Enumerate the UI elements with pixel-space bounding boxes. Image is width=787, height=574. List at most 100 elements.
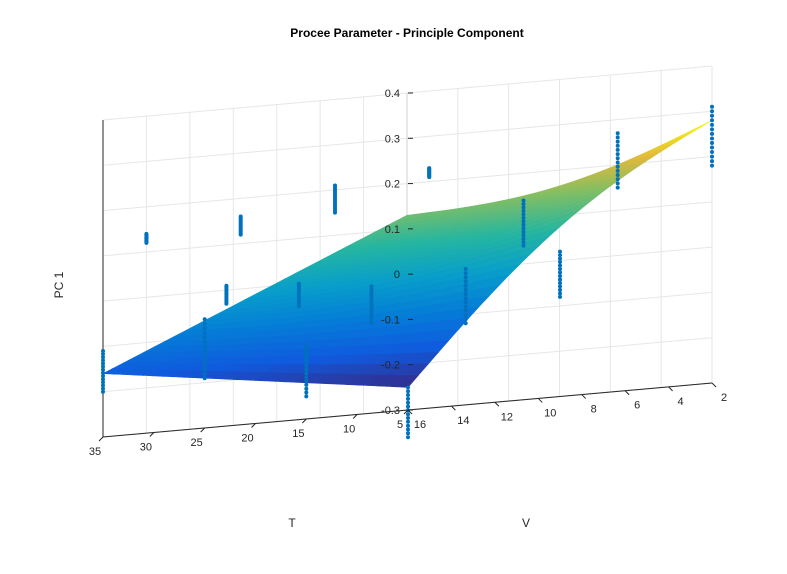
scatter-point (427, 166, 432, 171)
scatter-point (369, 306, 374, 311)
scatter-point (710, 127, 714, 132)
scatter-point (463, 275, 468, 280)
scatter-point (101, 361, 105, 366)
scatter-point (558, 284, 562, 289)
scatter-point (202, 349, 207, 353)
z-tick-label: 0.3 (385, 133, 400, 145)
scatter-point (521, 240, 526, 245)
scatter-point (463, 313, 468, 317)
scatter-point (101, 386, 105, 391)
scatter-point (521, 229, 526, 234)
scatter-point (406, 412, 410, 417)
chart-title: Procee Parameter - Principle Component (290, 26, 523, 40)
y-tick-mark (668, 386, 673, 392)
scatter-point (710, 163, 714, 168)
y-tick-mark (407, 409, 413, 415)
z-tick-label: 0.4 (385, 88, 400, 100)
scatter-point (521, 233, 526, 238)
scatter-point (558, 253, 562, 258)
scatter-point (463, 267, 468, 271)
scatter-point (369, 284, 374, 289)
scatter-point (406, 393, 410, 397)
scatter-point (304, 344, 309, 349)
scatter-point (615, 185, 620, 190)
scatter-point (101, 355, 105, 360)
x-tick-label: 10 (343, 424, 355, 436)
scatter-point (615, 177, 620, 182)
scatter-point (463, 292, 468, 297)
scatter-point (558, 270, 562, 275)
scatter-point (202, 367, 207, 372)
scatter-point (615, 147, 620, 152)
scatter-point (615, 173, 620, 177)
scatter-point (369, 303, 374, 308)
scatter-point (615, 152, 620, 157)
x-tick-label: 5 (397, 419, 403, 431)
scatter-point (521, 243, 526, 248)
scatter-point (101, 389, 105, 394)
scatter-point (101, 377, 105, 382)
scatter-point (101, 358, 105, 363)
scatter-point (558, 267, 562, 271)
scatter-point (304, 382, 309, 387)
scatter-point (558, 260, 562, 264)
scatter-point (521, 219, 526, 224)
scatter-point (615, 156, 620, 161)
scatter-point (369, 287, 374, 292)
scatter-point (521, 236, 526, 241)
scatter-point (369, 290, 374, 294)
scatter-point (558, 280, 562, 285)
scatter-point (406, 400, 410, 405)
scatter-point (521, 222, 526, 227)
scatter-point (463, 300, 468, 305)
z-tick-label: -0.1 (381, 314, 400, 326)
scatter-point (521, 226, 526, 231)
scatter-point (304, 371, 309, 376)
scatter-point (463, 271, 468, 276)
scatter-point (710, 118, 714, 123)
y-tick-mark (711, 382, 717, 388)
scatter-point (202, 317, 207, 322)
scatter-point (202, 353, 207, 358)
scatter-point (558, 274, 562, 278)
scatter-point (521, 208, 526, 213)
scatter-point (202, 344, 207, 349)
x-tick-label: 20 (241, 433, 253, 445)
scatter-point (710, 113, 714, 118)
scatter-point (615, 181, 620, 186)
scatter-point (304, 367, 309, 372)
scatter-point (710, 104, 714, 109)
grid-line-z (102, 92, 408, 121)
scatter-point (406, 423, 410, 428)
y-tick-mark (624, 390, 630, 396)
scatter-point (101, 383, 105, 388)
y-tick-mark (581, 394, 587, 399)
y-tick-mark (494, 401, 500, 407)
surface-patch (397, 375, 419, 388)
x-tick-mark (149, 432, 155, 437)
y-axis-line (407, 382, 713, 411)
y-tick-label: 14 (457, 415, 469, 427)
z-axis-label: PC 1 (52, 271, 66, 298)
scatter-point (406, 427, 410, 432)
y-axis-label: V (522, 516, 530, 530)
grid-line-z (102, 183, 408, 212)
scatter-point (369, 295, 374, 300)
tick-labels: -0.3 -0.2 -0.1 0 0.1 0.2 0.3 0.4 5 10 15 20 25 30 35 2 4… (89, 88, 727, 458)
scatter-point (304, 356, 309, 360)
scatter-point (558, 263, 562, 268)
scatter-point (710, 122, 714, 127)
scatter-point (304, 379, 309, 383)
scatter-point (202, 321, 207, 326)
scatter-point (101, 367, 105, 372)
x-axis-label: T (288, 516, 296, 530)
scatter-point (369, 315, 374, 320)
surface (101, 120, 713, 388)
z-tick-label: 0.1 (385, 224, 400, 236)
scatter-point (369, 317, 374, 322)
scatter-point (710, 109, 714, 114)
scatter-point (558, 287, 562, 292)
scatter-point (463, 308, 468, 313)
scatter-point (521, 215, 526, 220)
